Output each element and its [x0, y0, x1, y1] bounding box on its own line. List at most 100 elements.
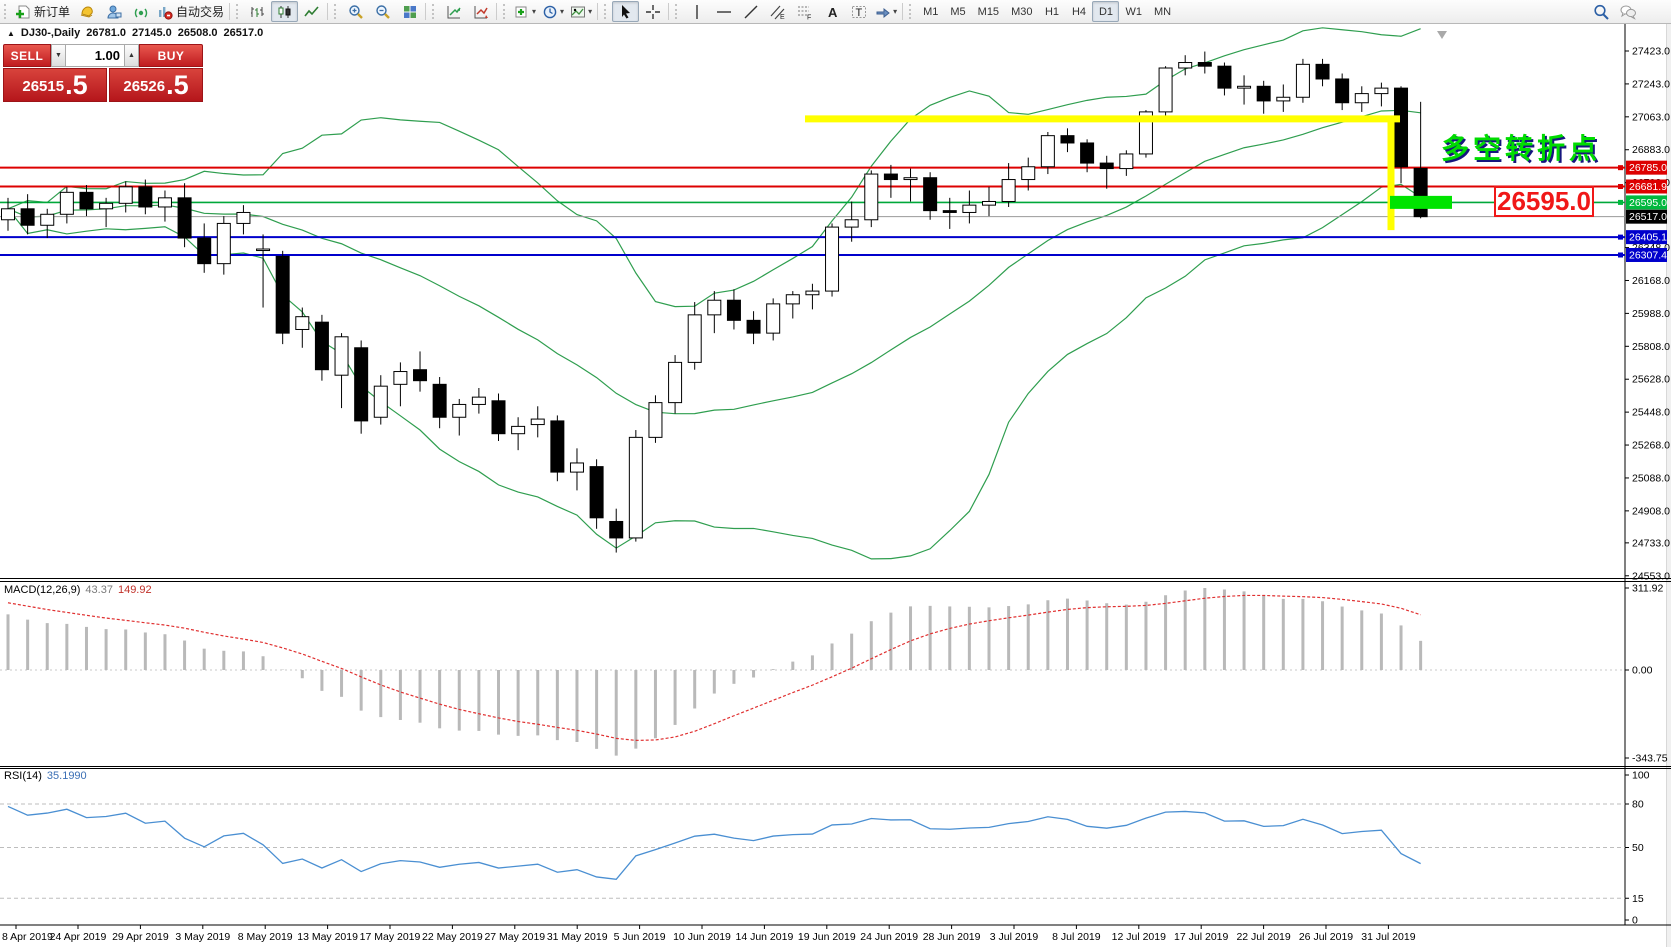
zoom-out-button[interactable] — [369, 1, 396, 22]
collapse-triangle-icon[interactable]: ▲ — [7, 28, 15, 38]
new-order-icon — [15, 4, 31, 20]
svg-text:29 Apr 2019: 29 Apr 2019 — [112, 931, 169, 943]
bar-chart-button[interactable] — [244, 1, 271, 22]
candlestick-chart-button[interactable] — [271, 1, 299, 22]
chart-shift-marker-icon[interactable] — [1437, 31, 1447, 39]
svg-text:24 Jun 2019: 24 Jun 2019 — [860, 931, 918, 943]
dropdown-caret-icon[interactable]: ▾ — [560, 7, 565, 16]
search-button[interactable] — [1587, 1, 1614, 22]
svg-text:13 May 2019: 13 May 2019 — [297, 931, 358, 943]
svg-text:F: F — [807, 14, 811, 20]
timeframe-mn-button[interactable]: MN — [1148, 1, 1177, 22]
svg-text:14 Jun 2019: 14 Jun 2019 — [735, 931, 793, 943]
timeframe-h4-button[interactable]: H4 — [1065, 1, 1092, 22]
toolbar-grip[interactable] — [334, 4, 339, 19]
macd-main-value: 43.37 — [85, 584, 113, 596]
shapes-button[interactable]: ▾ — [872, 1, 900, 22]
chat-button[interactable] — [1614, 1, 1641, 22]
volume-increase-button[interactable]: ▲ — [124, 44, 139, 67]
svg-text:80: 80 — [1632, 799, 1644, 811]
toolbar-grip[interactable] — [432, 4, 437, 19]
hat-icon — [79, 4, 95, 20]
volume-decrease-button[interactable]: ▼ — [51, 44, 66, 67]
svg-text:25988.0: 25988.0 — [1632, 308, 1670, 320]
autotrading-button[interactable]: 自动交易 — [154, 1, 227, 22]
timeframe-m15-button[interactable]: M15 — [972, 1, 1005, 22]
add-indicator-button[interactable]: ▾ — [511, 1, 539, 22]
tile-windows-button[interactable] — [396, 1, 423, 22]
dropdown-caret-icon[interactable]: ▾ — [893, 7, 898, 16]
toolbar-button-groups: 新订单 自动交易 ▾ ▾ ▾ E F A T ▾ M1 M5 M15 M30 H1 H4 D1 W1 MN — [0, 0, 1177, 23]
chart-title: ▲ DJ30-,Daily 26781.0 27145.0 26508.0 26… — [7, 27, 263, 39]
svg-text:24553.0: 24553.0 — [1632, 570, 1670, 582]
svg-text:25628.0: 25628.0 — [1632, 374, 1670, 386]
svg-text:8 Jul 2019: 8 Jul 2019 — [1052, 931, 1101, 943]
toolbar-grip[interactable] — [675, 4, 680, 19]
svg-text:3 Jul 2019: 3 Jul 2019 — [990, 931, 1039, 943]
text-button[interactable]: A — [818, 1, 845, 22]
indicators-button[interactable] — [440, 1, 467, 22]
svg-text:12 Jul 2019: 12 Jul 2019 — [1112, 931, 1166, 943]
timeframe-d1-button[interactable]: D1 — [1092, 1, 1120, 22]
toolbar-separator — [668, 3, 670, 20]
equidistant-channel-button[interactable]: E — [764, 1, 791, 22]
sell-button[interactable]: SELL — [3, 44, 51, 67]
buy-price[interactable]: 26526 .5 — [109, 68, 203, 102]
symbol-period-label: DJ30-,Daily — [20, 27, 81, 39]
svg-text:A: A — [828, 5, 838, 20]
toolbar-separator — [327, 3, 329, 20]
chat-icon — [1620, 4, 1636, 20]
candle-chart-icon — [277, 4, 293, 20]
toolbar-right-icons — [1587, 0, 1641, 23]
toolbar-grip[interactable] — [4, 4, 9, 19]
fibonacci-button[interactable]: F — [791, 1, 818, 22]
cursor-button[interactable] — [612, 1, 640, 22]
volume-input[interactable] — [66, 44, 124, 67]
toolbar-separator — [229, 3, 231, 20]
toolbar-grip[interactable] — [503, 4, 508, 19]
dropdown-caret-icon[interactable]: ▾ — [588, 7, 593, 16]
period-button[interactable]: ▾ — [539, 1, 567, 22]
svg-text:26517.0: 26517.0 — [1629, 211, 1667, 223]
trendline-button[interactable] — [737, 1, 764, 22]
svg-text:26785.0: 26785.0 — [1629, 162, 1667, 174]
timeframe-w1-button[interactable]: W1 — [1119, 1, 1148, 22]
text-label-button[interactable]: T — [845, 1, 872, 22]
price-axis: 27423.027243.027063.026883.026703.026348… — [1625, 46, 1670, 927]
community-button[interactable] — [100, 1, 127, 22]
crosshair-button[interactable] — [639, 1, 666, 22]
timeframe-m5-button[interactable]: M5 — [944, 1, 971, 22]
timeframe-m1-button[interactable]: M1 — [917, 1, 944, 22]
macd-label: MACD(12,26,9) 43.37 149.92 — [4, 584, 152, 596]
timeframe-m30-button[interactable]: M30 — [1005, 1, 1038, 22]
zoom-out-icon — [375, 4, 391, 20]
vertical-line-button[interactable] — [683, 1, 710, 22]
svg-text:10 Jun 2019: 10 Jun 2019 — [673, 931, 731, 943]
line-chart-button[interactable] — [298, 1, 325, 22]
horizontal-line-button[interactable] — [710, 1, 737, 22]
toolbar-separator — [496, 3, 498, 20]
toolbar-grip[interactable] — [236, 4, 241, 19]
indicator-cursor-icon — [473, 4, 489, 20]
zoom-in-button[interactable] — [342, 1, 369, 22]
buy-button[interactable]: BUY — [139, 44, 203, 67]
button-label: 自动交易 — [176, 5, 225, 19]
dropdown-caret-icon[interactable]: ▾ — [532, 7, 537, 16]
data-window-button[interactable] — [467, 1, 494, 22]
new-order-button[interactable]: 新订单 — [12, 1, 73, 22]
template-button[interactable]: ▾ — [567, 1, 595, 22]
svg-text:8 May 2019: 8 May 2019 — [238, 931, 293, 943]
price-callout-box[interactable]: 26595.0 — [1494, 186, 1594, 217]
timeframe-h1-button[interactable]: H1 — [1038, 1, 1065, 22]
svg-text:22 Jul 2019: 22 Jul 2019 — [1236, 931, 1290, 943]
svg-text:17 May 2019: 17 May 2019 — [360, 931, 421, 943]
toolbar-separator — [425, 3, 427, 20]
toolbar-grip[interactable] — [604, 4, 609, 19]
sell-price[interactable]: 26515 .5 — [3, 68, 107, 102]
svg-text:0: 0 — [1632, 915, 1638, 927]
news-button[interactable] — [127, 1, 154, 22]
ohlc-open: 26781.0 — [86, 27, 126, 39]
toolbar-grip[interactable] — [909, 4, 914, 19]
publish-button[interactable] — [73, 1, 100, 22]
